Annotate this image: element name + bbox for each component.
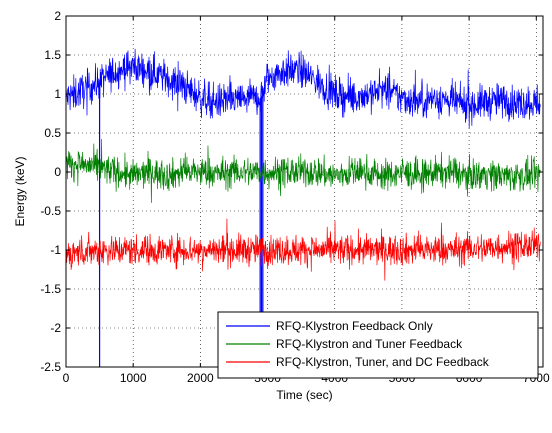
- y-tick-label: -2: [50, 321, 61, 335]
- legend: RFQ-Klystron Feedback Only RFQ-Klystron a…: [217, 311, 539, 379]
- y-axis-label: Energy (keV): [13, 156, 27, 226]
- y-tick-label: 1: [54, 87, 61, 101]
- x-axis-label: Time (sec): [276, 388, 332, 402]
- series-line-1: [66, 48, 541, 129]
- legend-label: RFQ-Klystron, Tuner, and DC Feedback: [276, 355, 490, 369]
- legend-label: RFQ-Klystron and Tuner Feedback: [276, 337, 463, 351]
- y-tick-label: -0.5: [40, 204, 61, 218]
- series-line-3: [66, 218, 541, 281]
- y-tick-label: -2.5: [40, 360, 61, 374]
- y-tick-label: -1.5: [40, 282, 61, 296]
- y-tick-label: 0: [54, 165, 61, 179]
- series-line-2: [66, 139, 541, 203]
- y-tick-label: 1.5: [44, 48, 61, 62]
- y-tick-label: -1: [50, 243, 61, 257]
- legend-label: RFQ-Klystron Feedback Only: [276, 319, 433, 333]
- x-tick-label: 1000: [120, 371, 147, 385]
- x-tick-label: 0: [63, 371, 70, 385]
- x-tick-label: 2000: [187, 371, 214, 385]
- y-tick-label: 0.5: [44, 126, 61, 140]
- y-tick-label: 2: [54, 9, 61, 23]
- grid: [66, 16, 543, 367]
- legend-box: [217, 311, 539, 379]
